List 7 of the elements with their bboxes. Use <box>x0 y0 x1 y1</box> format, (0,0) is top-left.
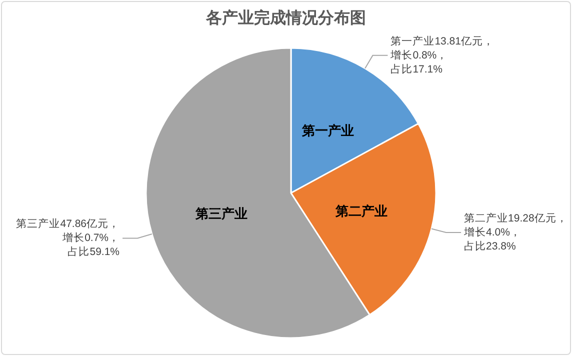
chart-title: 各产业完成情况分布图 <box>204 8 367 29</box>
data-label: 第三产业47.86亿元，增长0.7%，占比59.1% <box>16 217 120 258</box>
slice-label: 第一产业 <box>301 123 354 138</box>
data-label: 第一产业13.81亿元，增长0.8%，占比17.1% <box>390 34 494 76</box>
slice-label: 第三产业 <box>194 206 248 221</box>
slice-label: 第二产业 <box>334 203 388 218</box>
data-label: 第二产业19.28亿元，增长4.0%，占比23.8% <box>463 211 568 252</box>
